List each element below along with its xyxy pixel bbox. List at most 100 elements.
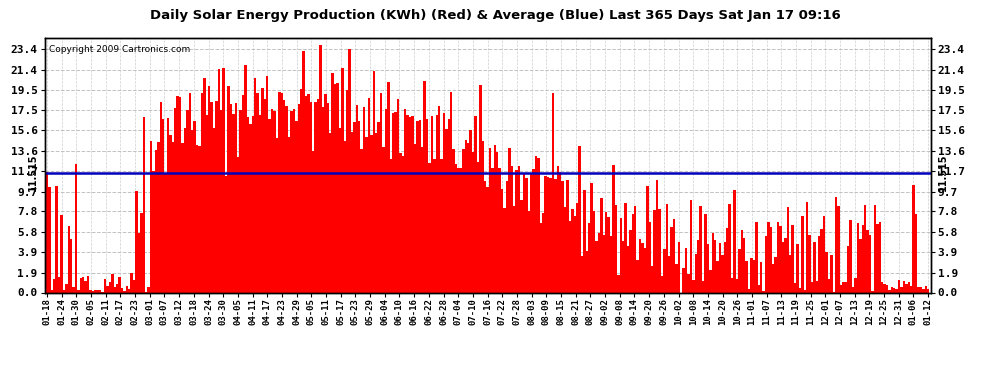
Bar (409, 117, 411, 292)
Bar (556, 166, 559, 292)
Bar (682, 268, 685, 292)
Bar (385, 110, 387, 292)
Bar (736, 279, 739, 292)
Bar (97, 290, 99, 292)
Bar (152, 171, 154, 292)
Bar (610, 236, 612, 292)
Bar (450, 92, 452, 292)
Bar (847, 246, 849, 292)
Bar (864, 205, 866, 292)
Bar (893, 288, 896, 292)
Bar (898, 280, 900, 292)
Bar (256, 93, 258, 292)
Bar (149, 141, 152, 292)
Bar (530, 173, 533, 292)
Bar (87, 276, 89, 292)
Bar (742, 238, 745, 292)
Bar (571, 209, 573, 292)
Bar (315, 102, 317, 292)
Bar (419, 120, 421, 292)
Bar (49, 188, 50, 292)
Bar (211, 102, 213, 292)
Bar (293, 109, 295, 292)
Bar (213, 128, 215, 292)
Bar (171, 142, 174, 292)
Bar (159, 102, 162, 292)
Bar (651, 266, 653, 292)
Bar (426, 118, 429, 292)
Bar (276, 138, 278, 292)
Bar (719, 243, 721, 292)
Bar (521, 200, 523, 292)
Bar (346, 90, 348, 292)
Bar (508, 148, 511, 292)
Bar (131, 273, 133, 292)
Bar (755, 222, 757, 292)
Bar (612, 165, 615, 292)
Bar (126, 286, 128, 292)
Bar (467, 142, 469, 292)
Bar (70, 238, 72, 292)
Bar (891, 287, 893, 292)
Bar (578, 146, 581, 292)
Bar (484, 181, 486, 292)
Bar (564, 207, 566, 292)
Bar (724, 242, 726, 292)
Bar (392, 113, 394, 292)
Bar (878, 222, 881, 292)
Bar (290, 111, 293, 292)
Bar (186, 111, 188, 292)
Bar (809, 235, 811, 292)
Bar (249, 124, 251, 292)
Bar (784, 238, 787, 292)
Bar (637, 260, 639, 292)
Bar (535, 156, 538, 292)
Bar (554, 179, 556, 292)
Bar (271, 109, 273, 292)
Bar (119, 277, 121, 292)
Bar (729, 204, 731, 292)
Bar (60, 214, 62, 292)
Bar (494, 145, 496, 292)
Bar (404, 108, 407, 292)
Bar (677, 242, 680, 292)
Bar (734, 190, 736, 292)
Bar (387, 82, 389, 292)
Bar (663, 249, 665, 292)
Bar (141, 213, 143, 292)
Bar (704, 214, 707, 292)
Bar (866, 230, 869, 292)
Bar (201, 93, 203, 292)
Bar (838, 206, 840, 292)
Bar (627, 246, 630, 292)
Bar (896, 289, 898, 292)
Bar (699, 206, 702, 292)
Bar (99, 290, 101, 292)
Bar (312, 150, 315, 292)
Bar (625, 203, 627, 292)
Bar (288, 136, 290, 292)
Bar (791, 225, 794, 292)
Bar (350, 132, 353, 292)
Bar (65, 284, 67, 292)
Bar (707, 244, 709, 292)
Bar (242, 95, 245, 292)
Bar (675, 264, 677, 292)
Text: 11.515: 11.515 (938, 154, 947, 191)
Bar (598, 233, 600, 292)
Bar (389, 159, 392, 292)
Bar (757, 285, 760, 292)
Bar (774, 257, 777, 292)
Bar (431, 116, 433, 292)
Bar (447, 119, 450, 292)
Bar (77, 290, 79, 292)
Bar (687, 274, 690, 292)
Bar (240, 110, 242, 292)
Bar (760, 262, 762, 292)
Bar (414, 144, 416, 292)
Bar (871, 291, 874, 292)
Bar (717, 261, 719, 292)
Bar (595, 242, 598, 292)
Bar (692, 280, 695, 292)
Bar (583, 190, 586, 292)
